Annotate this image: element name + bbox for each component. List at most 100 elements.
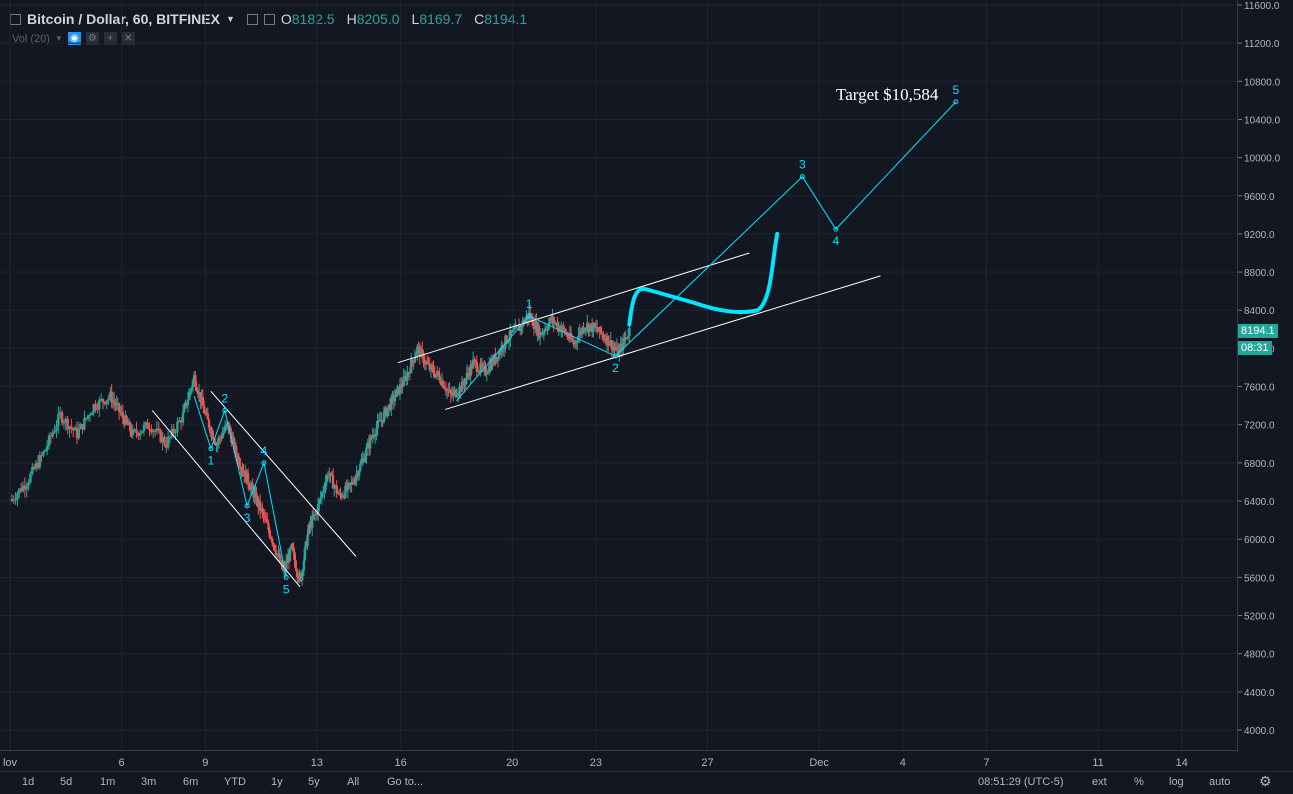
interval-6m[interactable]: 6m [183, 776, 199, 788]
candle-body [545, 328, 548, 330]
interval-3m[interactable]: 3m [141, 776, 157, 788]
candle-body [98, 399, 101, 410]
auto-toggle[interactable]: auto [1209, 776, 1231, 788]
wave-point [799, 174, 805, 180]
candle-body [153, 430, 157, 432]
candle-body [200, 396, 203, 403]
time-tick-label: 7 [983, 757, 989, 769]
candle-body [157, 428, 160, 431]
candle-body [161, 436, 164, 443]
candle-body [450, 394, 454, 396]
candle-body [197, 392, 201, 395]
candle-body [391, 395, 394, 397]
candle-body [103, 401, 107, 405]
interval-1m[interactable]: 1m [100, 776, 116, 788]
candle-body [531, 317, 534, 326]
log-toggle[interactable]: log [1169, 776, 1184, 788]
candle-body [205, 413, 208, 415]
interval-1y[interactable]: 1y [271, 776, 283, 788]
candle-body [218, 437, 222, 439]
eye-icon[interactable] [246, 13, 258, 25]
wave-label: 2 [221, 391, 228, 405]
candle-body [215, 444, 218, 446]
interval-5y[interactable]: 5y [308, 776, 320, 788]
candle-body [195, 386, 198, 392]
candle-body [223, 425, 227, 432]
candle-body [184, 402, 187, 407]
channel-line [151, 410, 301, 588]
candle-body [408, 372, 412, 374]
candle-body [94, 404, 97, 410]
time-tick-label: 6 [119, 757, 125, 769]
candle-body [466, 372, 470, 374]
candle-body [496, 357, 500, 359]
candle-body [349, 483, 352, 485]
chevron-down-icon[interactable]: ▼ [54, 34, 63, 43]
candle-body [70, 426, 73, 429]
ext-toggle[interactable]: ext [1092, 776, 1107, 788]
candle-body [194, 375, 197, 387]
percent-toggle[interactable]: % [1134, 776, 1144, 788]
candle-body [278, 553, 281, 562]
candle-body [331, 474, 335, 489]
candle-body [571, 339, 574, 341]
candle-body [51, 432, 54, 437]
interval-5d[interactable]: 5d [60, 776, 73, 788]
candle-body [464, 378, 467, 385]
interval-ytd[interactable]: YTD [224, 776, 246, 788]
candle-body [512, 329, 516, 331]
candle-body [216, 442, 219, 445]
candle-body [294, 560, 297, 569]
candle-body [621, 338, 625, 350]
time-tick-label: Dec [809, 757, 829, 769]
gear-icon[interactable]: ⚙ [85, 32, 99, 45]
time-axis-labels: lov 6 9 13 16 20 23 27 Dec 4 7 11 14 [3, 757, 1188, 769]
price-chart[interactable]: 1 2 3 4 5 1 2 3 4 5 Target $10,584 [0, 0, 1237, 752]
candle-body [370, 436, 373, 438]
candle-body [608, 344, 611, 346]
candle-body [347, 483, 351, 485]
candle-body [395, 389, 398, 397]
interval-1d[interactable]: 1d [22, 776, 35, 788]
candle-body [617, 346, 620, 357]
candle-body [148, 428, 151, 430]
candle-body [404, 376, 408, 382]
candle-body [206, 413, 209, 420]
time-tick-label: 4 [900, 757, 906, 769]
candle-body [473, 359, 476, 361]
candle-body [99, 398, 103, 400]
candle-body [302, 560, 306, 571]
plus-icon[interactable]: + [103, 32, 117, 45]
candle-body [438, 374, 441, 381]
settings-icon[interactable] [263, 13, 275, 25]
candle-body [40, 455, 43, 457]
candle-body [330, 472, 333, 475]
candle-body [501, 345, 505, 350]
candle-body [185, 402, 188, 406]
candle-body [333, 486, 336, 489]
candle-body [530, 317, 533, 319]
wave-label: 1 [208, 454, 215, 468]
eye-icon[interactable]: ◉ [67, 32, 81, 45]
candle-body [90, 412, 94, 416]
high-label: H [346, 11, 357, 27]
candle-body [46, 445, 49, 450]
gear-icon[interactable]: ⚙ [1259, 773, 1272, 789]
candle-body [165, 444, 168, 448]
volume-label[interactable]: Vol (20) [12, 32, 50, 45]
price-axis[interactable]: 4000.0 4400.0 4800.0 5200.0 5600.0 6000.0 6400… [1237, 0, 1293, 752]
goto-button[interactable]: Go to... [387, 776, 424, 788]
candle-body [47, 435, 51, 446]
chevron-down-icon[interactable]: ▼ [225, 14, 235, 24]
candle-body [163, 436, 166, 445]
candle-body [515, 326, 518, 328]
candle-body [315, 511, 319, 515]
candle-body [19, 488, 23, 492]
time-axis[interactable]: lov 6 9 13 16 20 23 27 Dec 4 7 11 14 [0, 750, 1237, 773]
candle-body [432, 367, 435, 374]
interval-all[interactable]: All [347, 776, 360, 788]
symbol-title[interactable]: Bitcoin / Dollar, 60, BITFINEX [27, 11, 220, 27]
close-icon[interactable]: ✕ [121, 32, 135, 45]
candle-body [624, 337, 627, 340]
candle-body [79, 424, 82, 430]
